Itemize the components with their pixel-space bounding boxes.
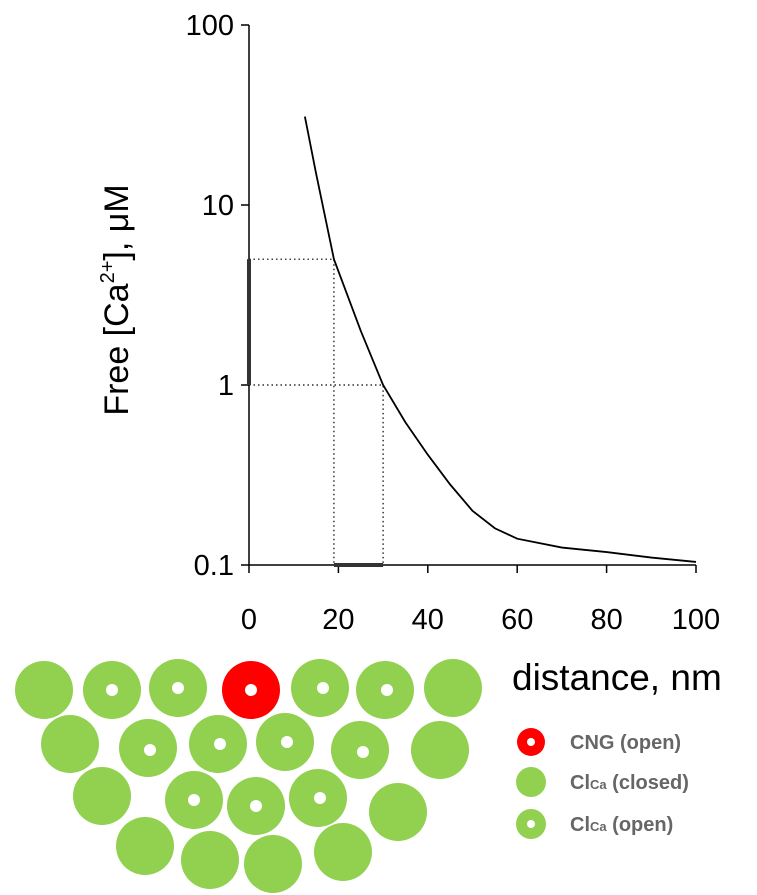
y-tick-label: 1 (218, 370, 234, 402)
pore (357, 746, 369, 758)
channel-closed (73, 767, 131, 825)
x-tick-label: 20 (322, 604, 354, 636)
pore (106, 684, 118, 696)
channel-closed (244, 835, 302, 893)
x-axis-label: distance, nm (512, 657, 722, 698)
y-label-text: Free [Ca (98, 283, 136, 415)
y-label-text: ], μM (98, 184, 136, 260)
legend-label: ClCa (closed) (570, 772, 689, 794)
pore (245, 684, 257, 696)
legend-label: CNG (open) (570, 732, 681, 754)
pore (188, 794, 200, 806)
channel-closed (15, 661, 73, 719)
y-label-sup: 2+ (97, 261, 119, 284)
y-tick-label: 100 (186, 10, 234, 42)
y-tick-label: 0.1 (194, 550, 234, 582)
legend-sub: Ca (590, 777, 607, 792)
pore (314, 792, 326, 804)
channel-closed (424, 659, 482, 717)
pore (317, 682, 329, 694)
pore (281, 736, 293, 748)
channel-closed (369, 783, 427, 841)
x-tick-label: 60 (501, 604, 533, 636)
x-tick-label: 100 (672, 604, 720, 636)
channel-closed (116, 817, 174, 875)
channel-closed (314, 823, 372, 881)
legend-pore (527, 738, 535, 746)
x-tick-label: 80 (590, 604, 622, 636)
y-axis-label: Free [Ca2+], μM (97, 184, 136, 415)
channel-closed (41, 715, 99, 773)
legend-pore (527, 820, 535, 828)
guide-line (249, 384, 384, 565)
channel-closed (181, 831, 239, 889)
y-tick-label: 10 (202, 190, 234, 222)
x-tick-label: 40 (412, 604, 444, 636)
guide-line (249, 258, 335, 565)
pore (144, 744, 156, 756)
legend-text: Cl (570, 772, 590, 794)
pore (381, 684, 393, 696)
legend-swatch (516, 767, 546, 797)
channel-array (15, 659, 482, 893)
legend: CNG (open) ClCa (closed) ClCa (open) (516, 728, 689, 839)
legend-text: (closed) (607, 772, 689, 794)
legend-text: (open) (607, 814, 674, 836)
chart: 0.1 1 10 100 0 20 40 60 80 100 (186, 10, 721, 636)
legend-sub: Ca (590, 819, 607, 834)
channel-closed (411, 721, 469, 779)
pore (172, 682, 184, 694)
x-tick-label: 0 (241, 604, 257, 636)
pore (214, 738, 226, 750)
pore (250, 800, 262, 812)
curve (303, 116, 697, 563)
legend-text: Cl (570, 814, 590, 836)
legend-label: ClCa (open) (570, 814, 673, 836)
